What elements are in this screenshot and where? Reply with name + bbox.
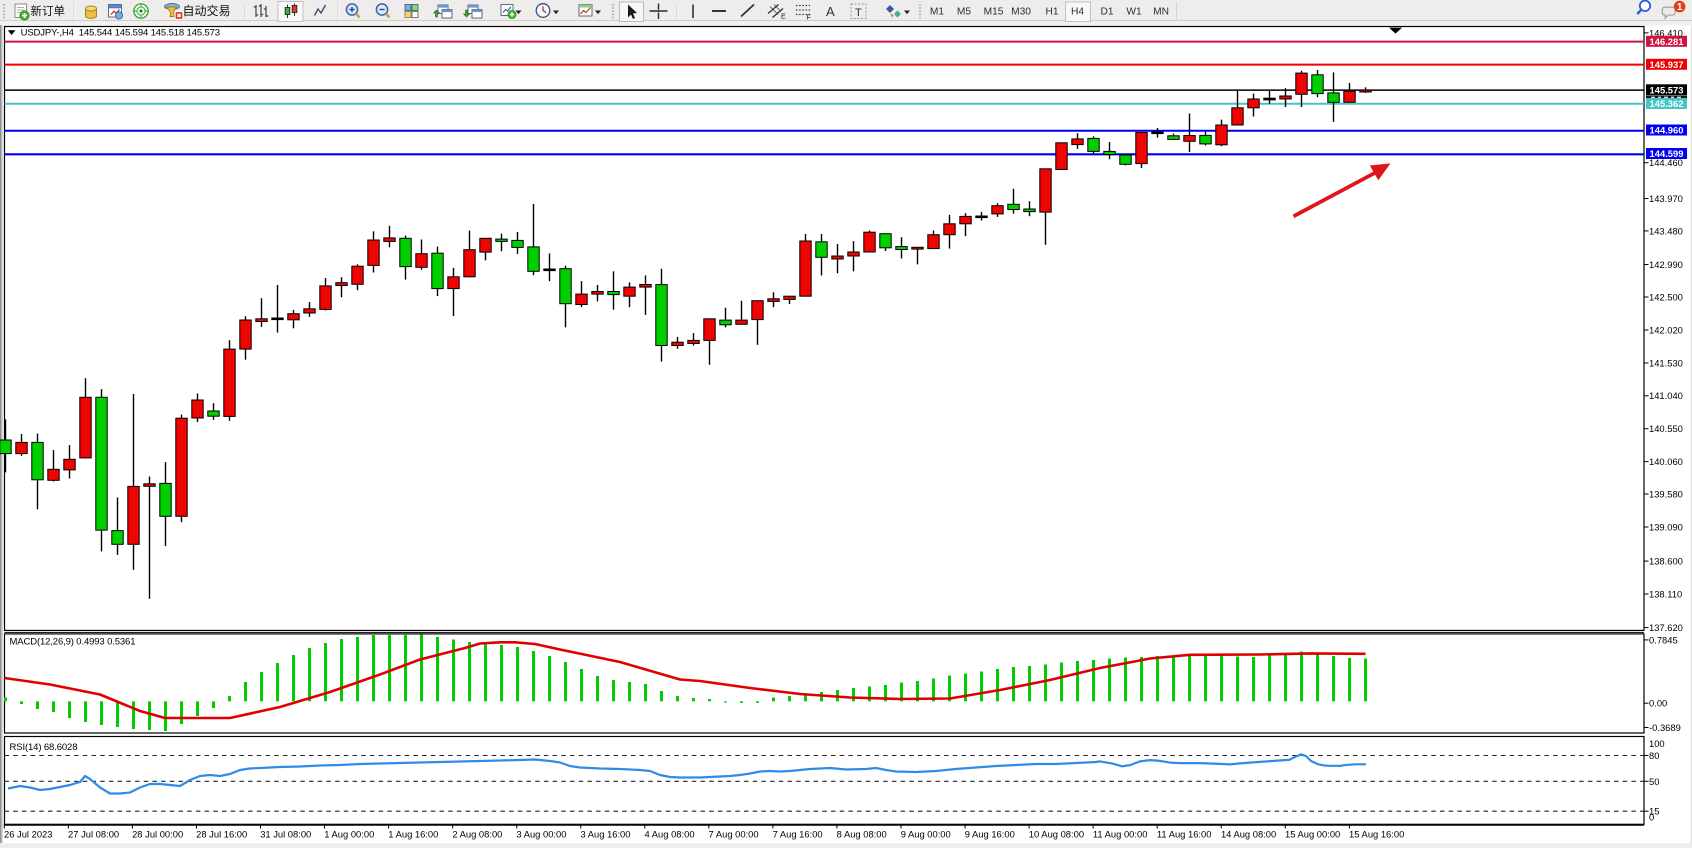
svg-text:F: F — [807, 15, 811, 22]
svg-text:146.281: 146.281 — [1650, 36, 1684, 47]
svg-text:141.040: 141.040 — [1649, 390, 1683, 401]
svg-text:80: 80 — [1649, 750, 1659, 761]
svg-text:28 Jul 16:00: 28 Jul 16:00 — [196, 829, 247, 840]
svg-text:139.090: 139.090 — [1649, 521, 1683, 532]
svg-text:1 Aug 16:00: 1 Aug 16:00 — [388, 829, 438, 840]
svg-text:7 Aug 00:00: 7 Aug 00:00 — [709, 829, 759, 840]
svg-text:4 Aug 08:00: 4 Aug 08:00 — [645, 829, 695, 840]
svg-text:145.937: 145.937 — [1650, 59, 1684, 70]
svg-text:144.460: 144.460 — [1649, 157, 1683, 168]
svg-text:142.020: 142.020 — [1649, 324, 1683, 335]
svg-text:E: E — [781, 14, 786, 21]
svg-text:100: 100 — [1649, 738, 1665, 749]
svg-text:15: 15 — [1649, 805, 1659, 816]
svg-text:15 Aug 16:00: 15 Aug 16:00 — [1349, 829, 1404, 840]
svg-text:146.410: 146.410 — [1649, 27, 1683, 38]
svg-text:26 Jul 2023: 26 Jul 2023 — [4, 829, 52, 840]
svg-text:T: T — [855, 7, 862, 19]
svg-text:1: 1 — [1677, 2, 1683, 13]
svg-text:14 Aug 08:00: 14 Aug 08:00 — [1221, 829, 1276, 840]
svg-text:A: A — [826, 4, 835, 19]
svg-text:0.7845: 0.7845 — [1649, 634, 1678, 645]
svg-text:145.362: 145.362 — [1650, 98, 1684, 109]
svg-text:USDJPY-,H4 145.544 145.594 14: USDJPY-,H4 145.544 145.594 145.518 145.5… — [21, 27, 221, 38]
svg-text:142.990: 142.990 — [1649, 259, 1683, 270]
svg-text:143.970: 143.970 — [1649, 193, 1683, 204]
svg-text:M15: M15 — [984, 7, 1004, 18]
svg-text:新订单: 新订单 — [31, 4, 66, 18]
svg-text:11 Aug 16:00: 11 Aug 16:00 — [1157, 829, 1212, 840]
svg-text:MN: MN — [1153, 7, 1169, 18]
svg-text:27 Jul 08:00: 27 Jul 08:00 — [68, 829, 119, 840]
svg-text:M30: M30 — [1011, 7, 1031, 18]
svg-text:9 Aug 16:00: 9 Aug 16:00 — [965, 829, 1015, 840]
svg-text:-0.3689: -0.3689 — [1649, 722, 1681, 733]
svg-text:138.600: 138.600 — [1649, 556, 1683, 567]
svg-text:139.580: 139.580 — [1649, 488, 1683, 499]
svg-text:28 Jul 00:00: 28 Jul 00:00 — [132, 829, 183, 840]
svg-text:D1: D1 — [1100, 7, 1113, 18]
svg-text:2 Aug 08:00: 2 Aug 08:00 — [452, 829, 502, 840]
svg-text:7 Aug 16:00: 7 Aug 16:00 — [773, 829, 823, 840]
svg-text:137.620: 137.620 — [1649, 622, 1683, 633]
svg-text:1 Aug 00:00: 1 Aug 00:00 — [324, 829, 374, 840]
svg-text:9 Aug 00:00: 9 Aug 00:00 — [901, 829, 951, 840]
svg-text:0: 0 — [1649, 812, 1654, 823]
svg-text:11 Aug 00:00: 11 Aug 00:00 — [1093, 829, 1148, 840]
svg-text:8 Aug 08:00: 8 Aug 08:00 — [837, 829, 887, 840]
svg-text:144.960: 144.960 — [1650, 125, 1684, 136]
svg-text:140.550: 140.550 — [1649, 423, 1683, 434]
svg-text:144.599: 144.599 — [1650, 148, 1684, 159]
svg-text:140.060: 140.060 — [1649, 456, 1683, 467]
svg-text:143.480: 143.480 — [1649, 225, 1683, 236]
svg-text:50: 50 — [1649, 776, 1659, 787]
svg-text:145.573: 145.573 — [1650, 84, 1684, 95]
svg-text:10 Aug 08:00: 10 Aug 08:00 — [1029, 829, 1084, 840]
svg-text:3 Aug 16:00: 3 Aug 16:00 — [580, 829, 630, 840]
svg-text:M5: M5 — [957, 7, 971, 18]
svg-text:141.530: 141.530 — [1649, 357, 1683, 368]
svg-text:0.00: 0.00 — [1649, 698, 1667, 709]
svg-text:15 Aug 00:00: 15 Aug 00:00 — [1285, 829, 1340, 840]
svg-text:3 Aug 00:00: 3 Aug 00:00 — [516, 829, 566, 840]
svg-text:自动交易: 自动交易 — [183, 3, 231, 18]
svg-text:142.500: 142.500 — [1649, 291, 1683, 302]
svg-text:MACD(12,26,9) 0.4993 0.5361: MACD(12,26,9) 0.4993 0.5361 — [10, 637, 136, 648]
svg-text:M1: M1 — [930, 7, 944, 18]
svg-text:H1: H1 — [1045, 7, 1058, 18]
svg-text:H4: H4 — [1071, 7, 1084, 18]
svg-text:31 Jul 08:00: 31 Jul 08:00 — [260, 829, 311, 840]
svg-text:W1: W1 — [1126, 7, 1142, 18]
svg-text:RSI(14) 68.6028: RSI(14) 68.6028 — [10, 742, 78, 753]
svg-text:138.110: 138.110 — [1649, 588, 1682, 599]
